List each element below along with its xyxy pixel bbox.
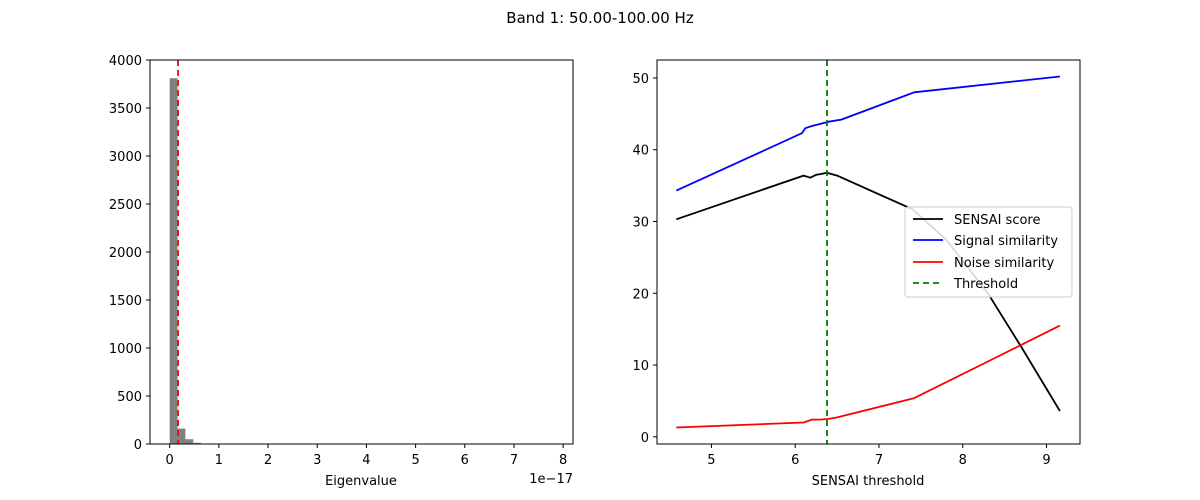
line-x-tick-label: 7 bbox=[875, 453, 883, 468]
figure-title: Band 1: 50.00-100.00 Hz bbox=[506, 9, 694, 27]
line-frame bbox=[656, 59, 1081, 445]
legend-label-sensai-score: SENSAI score bbox=[954, 213, 1040, 228]
line-x-tick-label: 6 bbox=[791, 453, 799, 468]
line-series-group bbox=[675, 75, 1061, 429]
histogram-y-tick-label: 2000 bbox=[109, 246, 142, 261]
histogram-x-tick-label: 1 bbox=[215, 453, 223, 468]
histogram-plot-area bbox=[150, 60, 573, 444]
histogram-bar-0 bbox=[169, 78, 178, 445]
histogram-y-tick-label: 500 bbox=[117, 390, 142, 405]
legend-box bbox=[904, 206, 1073, 298]
histogram-x-tick-label: 4 bbox=[362, 453, 370, 468]
histogram-y-tick-label: 3000 bbox=[109, 150, 142, 165]
line-y-tick-label: 40 bbox=[632, 144, 649, 159]
line-y-tick-label: 0 bbox=[641, 431, 649, 446]
histogram-x-tick-label: 0 bbox=[166, 453, 174, 468]
line-y-tick-label: 10 bbox=[632, 359, 649, 374]
histogram-y-ticks: 0 500 1000 1500 2000 2500 3000 3500 4000 bbox=[109, 54, 150, 453]
histogram-y-tick-label: 4000 bbox=[109, 54, 142, 69]
histogram-y-tick-label: 1000 bbox=[109, 342, 142, 357]
line-panel: 5 6 7 8 9 0 10 20 30 40 50 SENSAI threshold SENSA… bbox=[632, 59, 1081, 489]
legend-label-signal-similarity: Signal similarity bbox=[954, 234, 1058, 249]
histogram-y-tick-label: 0 bbox=[134, 438, 142, 453]
histogram-y-tick-label: 1500 bbox=[109, 294, 142, 309]
line-y-ticks: 0 10 20 30 40 50 bbox=[632, 72, 657, 446]
line-x-tick-label: 9 bbox=[1042, 453, 1050, 468]
histogram-x-tick-label: 8 bbox=[559, 453, 567, 468]
histogram-x-tick-label: 2 bbox=[264, 453, 272, 468]
line-x-tick-label: 5 bbox=[707, 453, 715, 468]
histogram-xlabel: Eigenvalue bbox=[325, 474, 397, 489]
histogram-y-tick-label: 2500 bbox=[109, 198, 142, 213]
line-xlabel: SENSAI threshold bbox=[812, 474, 925, 489]
legend-label-threshold: Threshold bbox=[953, 277, 1018, 292]
series-line-noise-similarity bbox=[676, 324, 1061, 429]
line-x-ticks: 5 6 7 8 9 bbox=[707, 444, 1051, 468]
line-y-tick-label: 50 bbox=[632, 72, 649, 87]
histogram-x-ticks: 0 1 2 3 4 5 6 7 8 bbox=[166, 444, 567, 468]
legend-label-noise-similarity: Noise similarity bbox=[954, 256, 1054, 271]
histogram-bar-2 bbox=[185, 439, 194, 444]
histogram-x-tick-label: 3 bbox=[313, 453, 321, 468]
histogram-x-tick-label: 6 bbox=[461, 453, 469, 468]
legend: SENSAI score Signal similarity Noise sim… bbox=[904, 206, 1073, 298]
series-line-signal-similarity bbox=[675, 75, 1060, 192]
histogram-panel: 0 1 2 3 4 5 6 7 8 0 500 1000 1500 2000 2500 3000 3500 40… bbox=[109, 54, 574, 489]
histogram-bar-3 bbox=[193, 442, 202, 444]
histogram-x-tick-label: 5 bbox=[411, 453, 419, 468]
line-y-tick-label: 30 bbox=[632, 215, 649, 230]
line-x-tick-label: 8 bbox=[959, 453, 967, 468]
histogram-y-tick-label: 3500 bbox=[109, 102, 142, 117]
histogram-x-tick-label: 7 bbox=[510, 453, 518, 468]
histogram-bar-1 bbox=[177, 428, 186, 444]
series-line-sensai-score bbox=[676, 171, 1061, 412]
line-y-tick-label: 20 bbox=[632, 287, 649, 302]
histogram-x-offset-label: 1e−17 bbox=[529, 472, 573, 487]
